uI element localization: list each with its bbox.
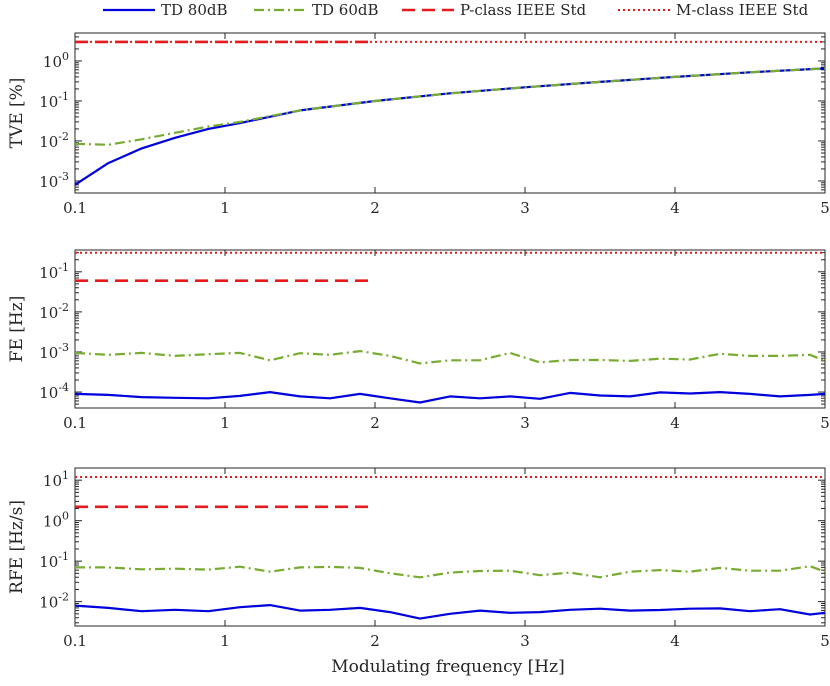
x-axis-label: Modulating frequency [Hz] [331, 657, 564, 677]
y-axis-label: FE [Hz] [7, 296, 27, 363]
y-tick-label: 10-3 [39, 341, 69, 362]
y-tick-label: 10-2 [39, 591, 69, 612]
x-tick-label: 1 [220, 632, 230, 650]
x-tick-label: 3 [520, 632, 530, 650]
y-tick-label: 10-1 [39, 550, 69, 571]
y-tick-label: 101 [43, 469, 69, 490]
x-tick-label: 5 [820, 414, 830, 432]
plot-frame [74, 467, 826, 627]
legend-item: P-class IEEE Std [402, 1, 586, 19]
x-tick-label: 3 [520, 414, 530, 432]
legend-item: TD 60dB [254, 1, 379, 19]
y-tick-label: 10-1 [39, 261, 69, 282]
x-tick-label: 4 [670, 632, 680, 650]
plot-frame [74, 249, 826, 409]
x-tick-label: 0.1 [63, 632, 87, 650]
y-tick-label: 10-2 [39, 130, 69, 151]
legend-label: TD 60dB [312, 1, 379, 19]
x-tick-label: 4 [670, 199, 680, 217]
y-axis-label: TVE [%] [7, 78, 27, 149]
plot-frame [74, 32, 826, 194]
x-tick-label: 3 [520, 199, 530, 217]
legend-label: P-class IEEE Std [460, 1, 586, 19]
x-tick-label: 1 [220, 414, 230, 432]
legend-label: TD 80dB [161, 1, 228, 19]
y-tick-label: 10-4 [39, 381, 69, 402]
series-line-td-80db [74, 67, 826, 186]
y-tick-label: 10-3 [39, 170, 69, 191]
series-line-td-60db [74, 350, 826, 365]
x-tick-label: 0.1 [63, 414, 87, 432]
x-tick-label: 4 [670, 414, 680, 432]
legend-label: M-class IEEE Std [676, 1, 809, 19]
x-tick-label: 2 [370, 199, 380, 217]
series-line-td-80db [74, 391, 826, 404]
panel-1: 0.1 1 2 3 4 5 10-3 10-2 10-1 100 TVE [%] [7, 32, 830, 217]
series-line-td-60db [74, 67, 826, 146]
x-tick-label: 2 [370, 632, 380, 650]
series-line-td-60db [75, 565, 826, 579]
y-tick-label: 100 [43, 510, 69, 531]
panel-3: 0.1 1 2 3 4 5 10-2 10-1 100 101 RFE [Hz/s] [7, 467, 830, 650]
x-tick-label: 0.1 [63, 199, 87, 217]
x-tick-label: 2 [370, 414, 380, 432]
y-axis-label: RFE [Hz/s] [7, 500, 27, 594]
y-tick-label: 10-1 [39, 90, 69, 111]
legend: TD 80dB TD 60dB P-class IEEE Std M-class IE… [103, 1, 809, 19]
y-tick-label: 100 [43, 50, 69, 71]
y-tick-label: 10-2 [39, 301, 69, 322]
legend-item: M-class IEEE Std [618, 1, 809, 19]
x-tick-label: 1 [220, 199, 230, 217]
x-tick-label: 5 [820, 632, 830, 650]
series-line-td-80db [74, 603, 826, 620]
x-tick-label: 5 [820, 199, 830, 217]
panel-2: 0.1 1 2 3 4 5 10-4 10-3 10-2 10-1 FE [Hz] [7, 249, 830, 432]
legend-item: TD 80dB [103, 1, 228, 19]
